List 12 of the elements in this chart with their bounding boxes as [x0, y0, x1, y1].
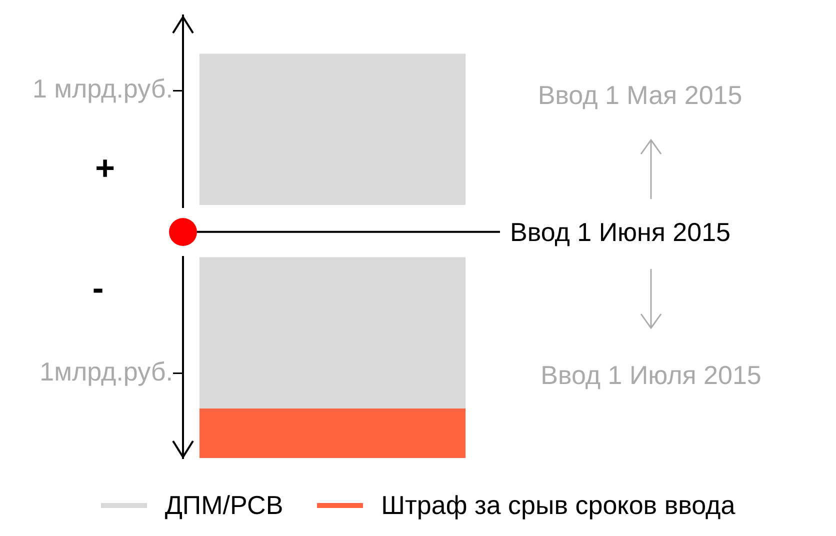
y-tick-label: 1 млрд.руб.	[32, 74, 173, 104]
bar	[199, 408, 466, 458]
ref-line-label: Ввод 1 Июня 2015	[510, 217, 731, 248]
bar	[199, 54, 466, 205]
legend-label: ДПМ/РСВ	[164, 490, 284, 521]
bar	[199, 257, 466, 409]
annotation: Ввод 1 Июля 2015	[540, 360, 762, 390]
y-tick-label: 1млрд.руб.	[40, 356, 173, 386]
annotation: -	[92, 269, 104, 308]
legend-label: Штраф за срыв сроков ввода	[381, 490, 736, 521]
annotation: Ввод 1 Мая 2015	[538, 80, 742, 110]
annotation: +	[95, 149, 115, 188]
